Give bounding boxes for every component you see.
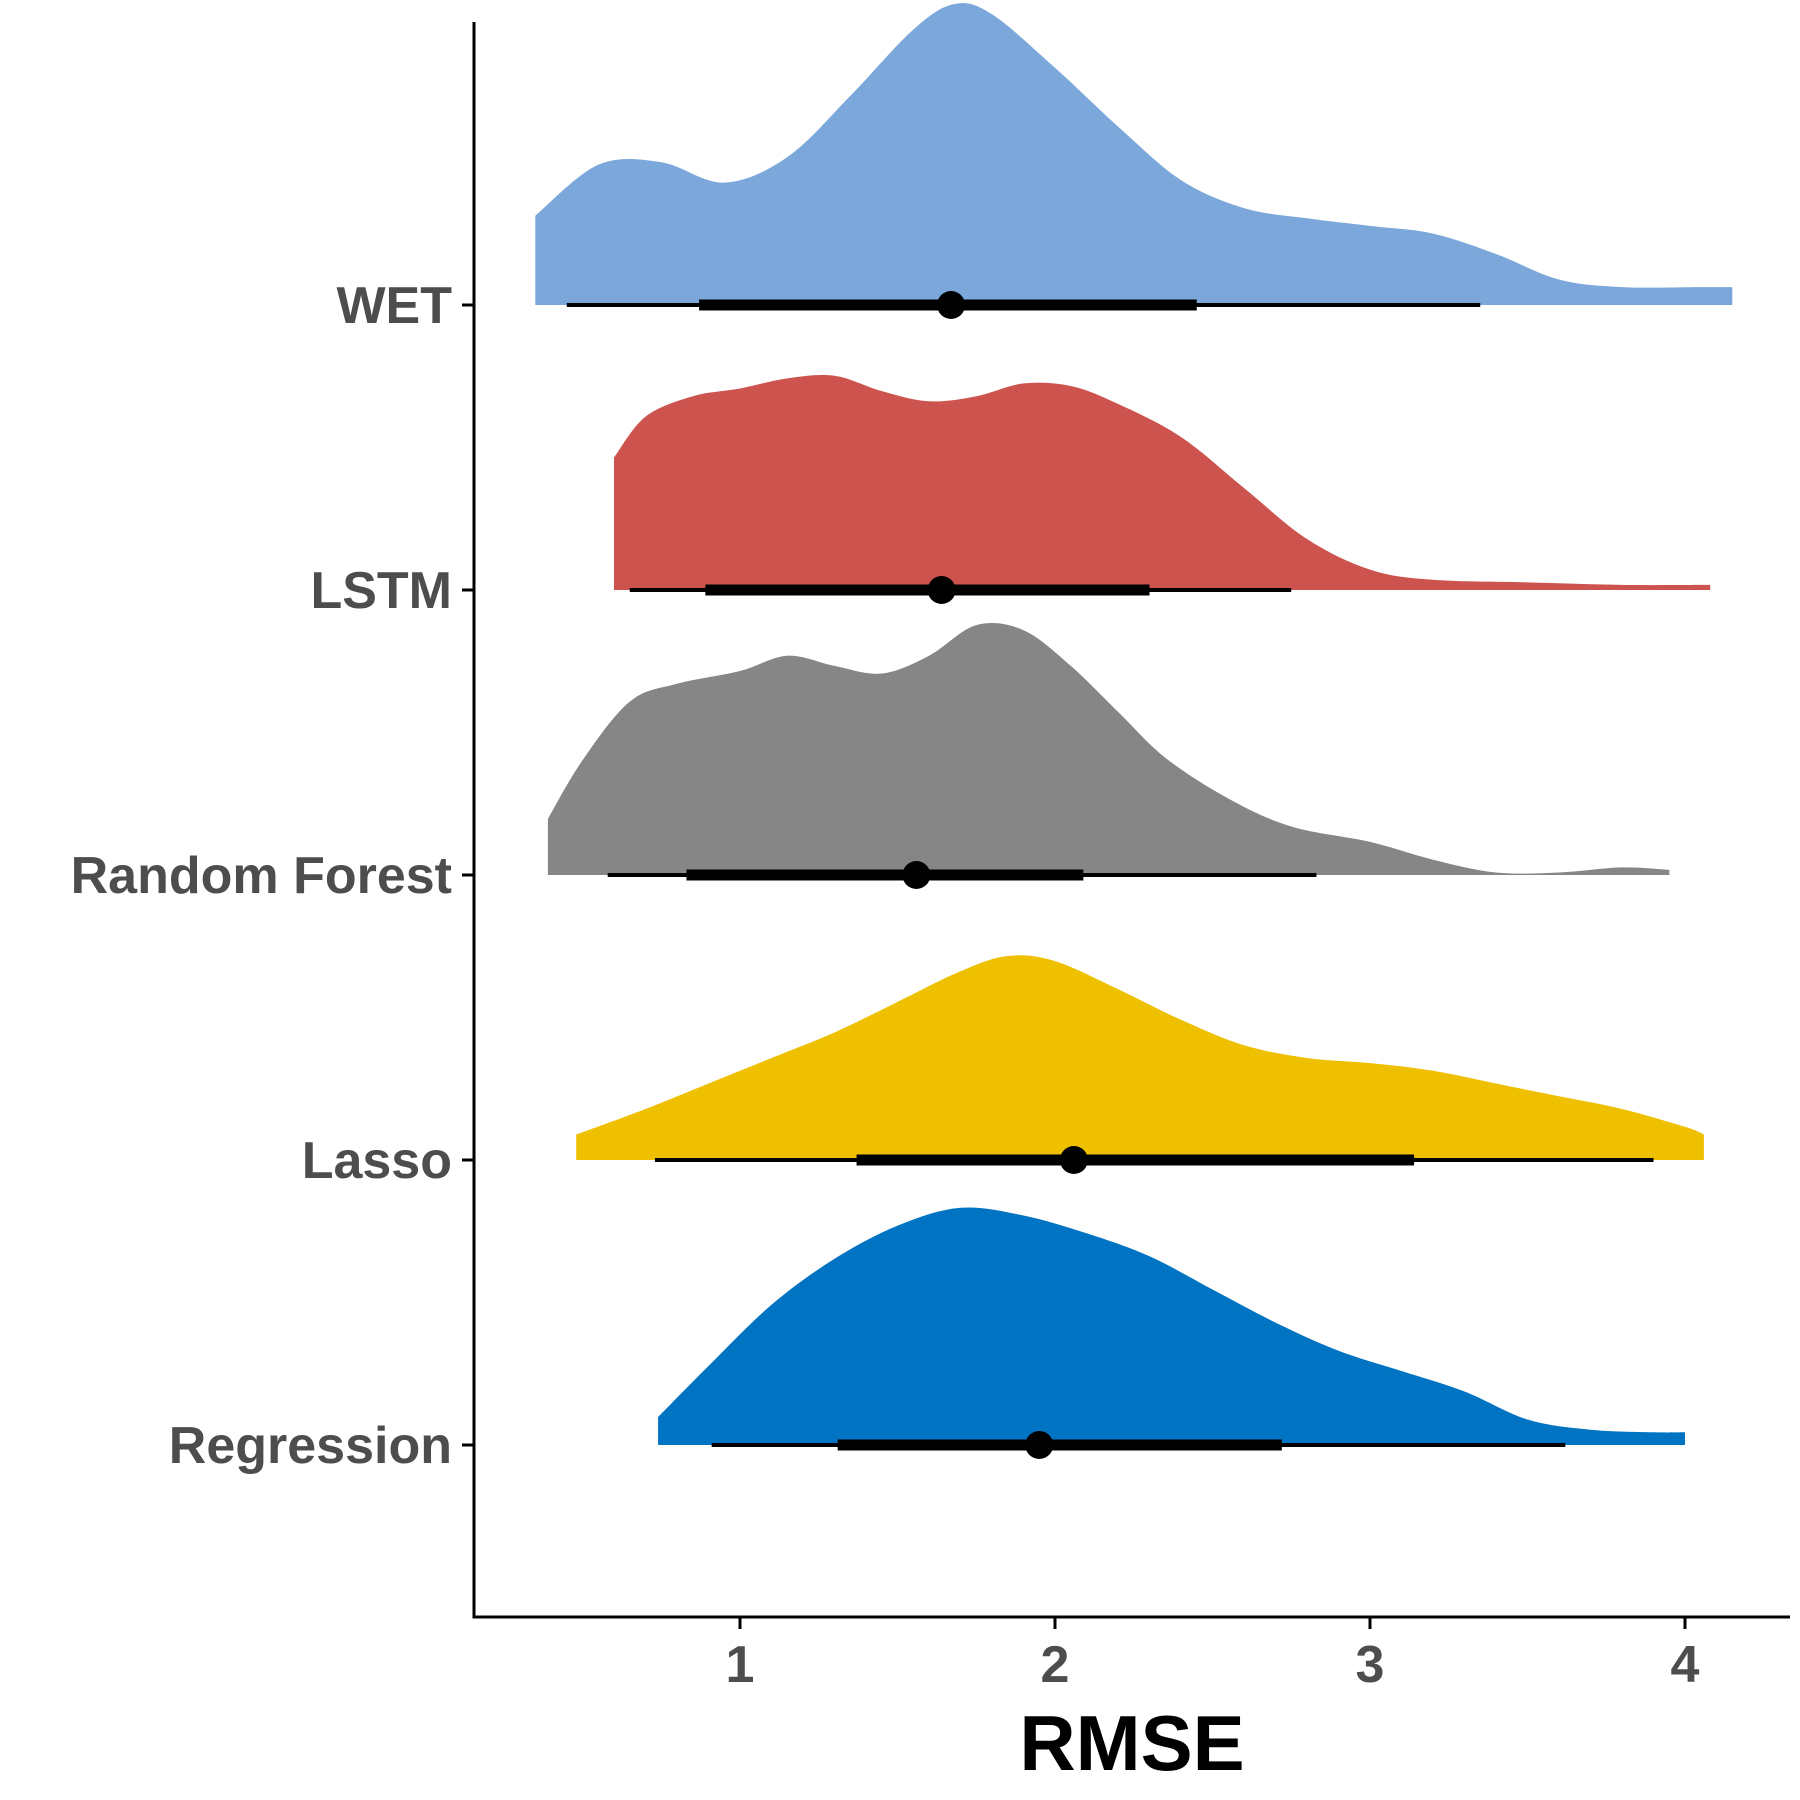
point-estimate-lstm: [927, 576, 956, 604]
ridge-random-forest: [547, 623, 1670, 889]
x-tick-label-3: 3: [1356, 1636, 1385, 1694]
density-lstm: [614, 375, 1711, 590]
axes-layer: [472, 22, 1790, 1619]
point-estimate-lasso: [1059, 1146, 1088, 1174]
x-tick-label-4: 4: [1671, 1636, 1700, 1694]
density-random-forest: [547, 623, 1670, 875]
point-estimate-random-forest: [902, 861, 931, 889]
category-label-random-forest: Random Forest: [71, 847, 452, 905]
point-estimate-regression: [1025, 1431, 1054, 1459]
density-wet: [535, 3, 1733, 305]
x-axis-title: RMSE: [1019, 1699, 1244, 1787]
category-label-lstm: LSTM: [310, 562, 452, 620]
point-estimate-wet: [937, 291, 966, 319]
ridge-regression: [658, 1207, 1685, 1459]
category-label-wet: WET: [336, 277, 452, 335]
x-tick-label-1: 1: [726, 1636, 755, 1694]
ridge-wet: [535, 3, 1733, 319]
ridge-lasso: [576, 955, 1704, 1174]
ridge-lstm: [614, 375, 1711, 604]
category-label-regression: Regression: [169, 1417, 452, 1475]
x-tick-label-2: 2: [1041, 1636, 1070, 1694]
ridges-layer: [535, 3, 1733, 1459]
y-ticks-layer: WET LSTM Random Forest Lasso Regression: [71, 277, 474, 1475]
x-ticks-layer: 1 2 3 4: [726, 1617, 1700, 1694]
density-regression: [658, 1207, 1685, 1445]
category-label-lasso: Lasso: [302, 1132, 452, 1190]
density-lasso: [576, 955, 1704, 1160]
